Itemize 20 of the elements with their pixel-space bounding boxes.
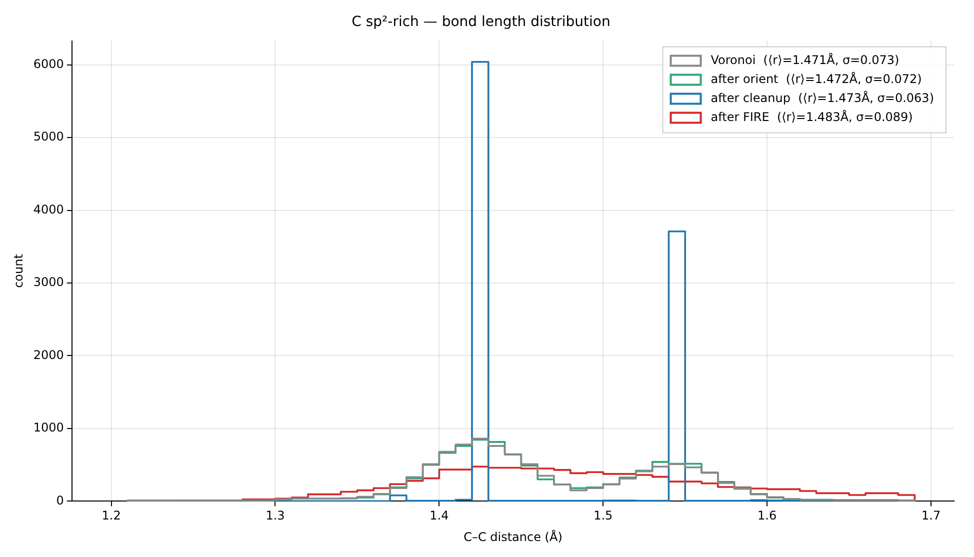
- y-tick-label: 6000: [33, 56, 64, 71]
- x-tick-label: 1.5: [594, 508, 613, 523]
- legend-label: after orient (⟨r⟩=1.472Å, σ=0.072): [710, 70, 922, 86]
- x-axis-title: C–C distance (Å): [464, 528, 562, 544]
- x-tick-label: 1.3: [266, 508, 285, 523]
- y-tick-label: 0: [56, 493, 64, 508]
- y-tick-label: 2000: [33, 348, 64, 362]
- x-tick-label: 1.4: [430, 508, 449, 523]
- legend-label: after cleanup (⟨r⟩=1.473Å, σ=0.063): [710, 90, 934, 105]
- chart-title: C sp²-rich — bond length distribution: [352, 14, 610, 30]
- y-tick-label: 4000: [33, 202, 64, 216]
- x-tick-label: 1.7: [922, 508, 941, 523]
- legend-label: after FIRE (⟨r⟩=1.483Å, σ=0.089): [710, 108, 913, 124]
- x-tick-label: 1.2: [102, 508, 121, 523]
- x-tick-label: 1.6: [758, 508, 777, 523]
- y-tick-label: 1000: [33, 420, 64, 435]
- legend-label: Voronoi (⟨r⟩=1.471Å, σ=0.073): [710, 52, 900, 67]
- y-axis-title: count: [11, 254, 26, 288]
- y-tick-label: 5000: [33, 130, 64, 144]
- y-tick-label: 3000: [33, 275, 64, 290]
